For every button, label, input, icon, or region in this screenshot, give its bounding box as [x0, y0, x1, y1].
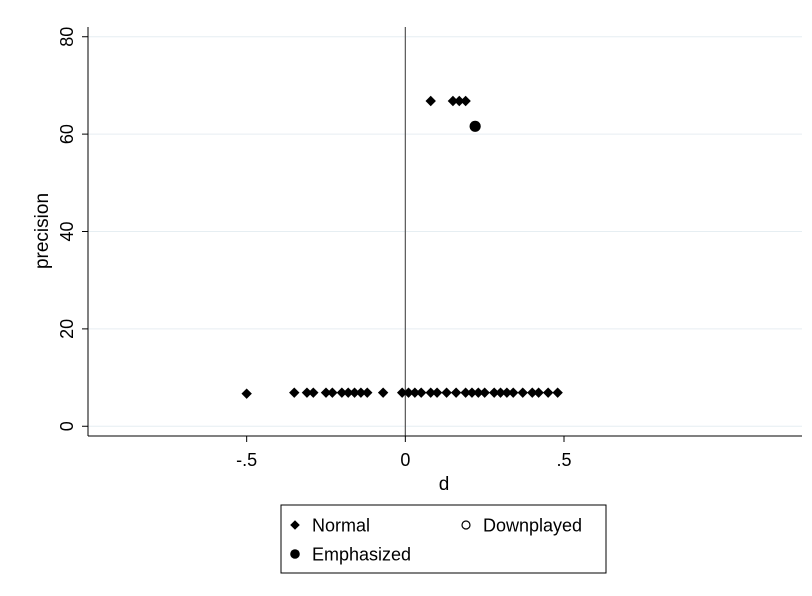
data-point-normal	[409, 387, 421, 398]
data-point-normal	[441, 387, 452, 398]
data-point-normal	[542, 387, 554, 398]
data-point-normal	[425, 95, 436, 107]
data-point-emphasized	[469, 120, 481, 132]
data-point-normal	[460, 95, 471, 107]
data-point-normal	[320, 387, 332, 398]
data-point-normal	[450, 387, 462, 398]
legend-label-normal: Normal	[312, 516, 370, 536]
data-point-normal	[466, 387, 478, 398]
x-axis-label: d	[439, 474, 450, 495]
data-point-normal	[425, 387, 436, 398]
x-tick-label: .5	[556, 450, 571, 470]
x-tick-label: 0	[400, 450, 410, 470]
y-tick-label: 60	[57, 124, 77, 144]
legend-box	[280, 504, 607, 574]
data-point-normal	[533, 387, 544, 398]
legend-label-emphasized: Emphasized	[312, 545, 411, 565]
data-point-normal	[396, 387, 408, 398]
data-point-normal	[460, 387, 471, 398]
x-tick-label: -.5	[236, 450, 257, 470]
axes: 0 20 40 60 80 -.5 0 .5	[57, 27, 802, 470]
data-point-normal	[301, 387, 313, 398]
data-point-normal	[508, 387, 519, 398]
data-point-normal	[241, 388, 252, 399]
data-point-normal	[343, 387, 354, 398]
legend-marker-normal	[290, 520, 300, 530]
y-tick-label: 40	[57, 221, 77, 241]
data-point-normal	[362, 387, 373, 398]
data-point-normal	[527, 387, 538, 398]
legend-marker-emphasized	[290, 549, 300, 559]
data-point-normal	[431, 387, 443, 398]
data-point-normal	[501, 387, 513, 398]
data-point-normal	[327, 387, 338, 398]
data-point-normal	[403, 387, 414, 398]
data-point-normal	[308, 387, 319, 398]
legend: Normal Downplayed Emphasized	[280, 504, 607, 574]
legend-label-downplayed: Downplayed	[483, 516, 582, 536]
y-tick-label: 0	[57, 421, 77, 431]
data-point-normal	[488, 387, 500, 398]
data-point-normal	[349, 387, 360, 398]
data-point-normal	[473, 387, 484, 398]
y-tick-label: 80	[57, 27, 77, 47]
y-tick-label: 20	[57, 319, 77, 339]
data-point-normal	[355, 387, 367, 398]
data-point-normal	[416, 387, 427, 398]
legend-marker-downplayed	[461, 520, 471, 530]
data-points	[241, 95, 563, 399]
data-point-normal	[479, 387, 490, 398]
data-point-normal	[336, 387, 348, 398]
data-point-normal	[289, 387, 300, 398]
y-axis-label: precision	[32, 193, 53, 269]
data-point-normal	[495, 387, 506, 398]
data-point-normal	[377, 387, 389, 398]
data-point-normal	[552, 387, 563, 398]
data-point-normal	[517, 387, 528, 398]
data-point-normal	[454, 95, 465, 107]
data-point-normal	[447, 95, 459, 107]
gridlines	[88, 36, 802, 427]
